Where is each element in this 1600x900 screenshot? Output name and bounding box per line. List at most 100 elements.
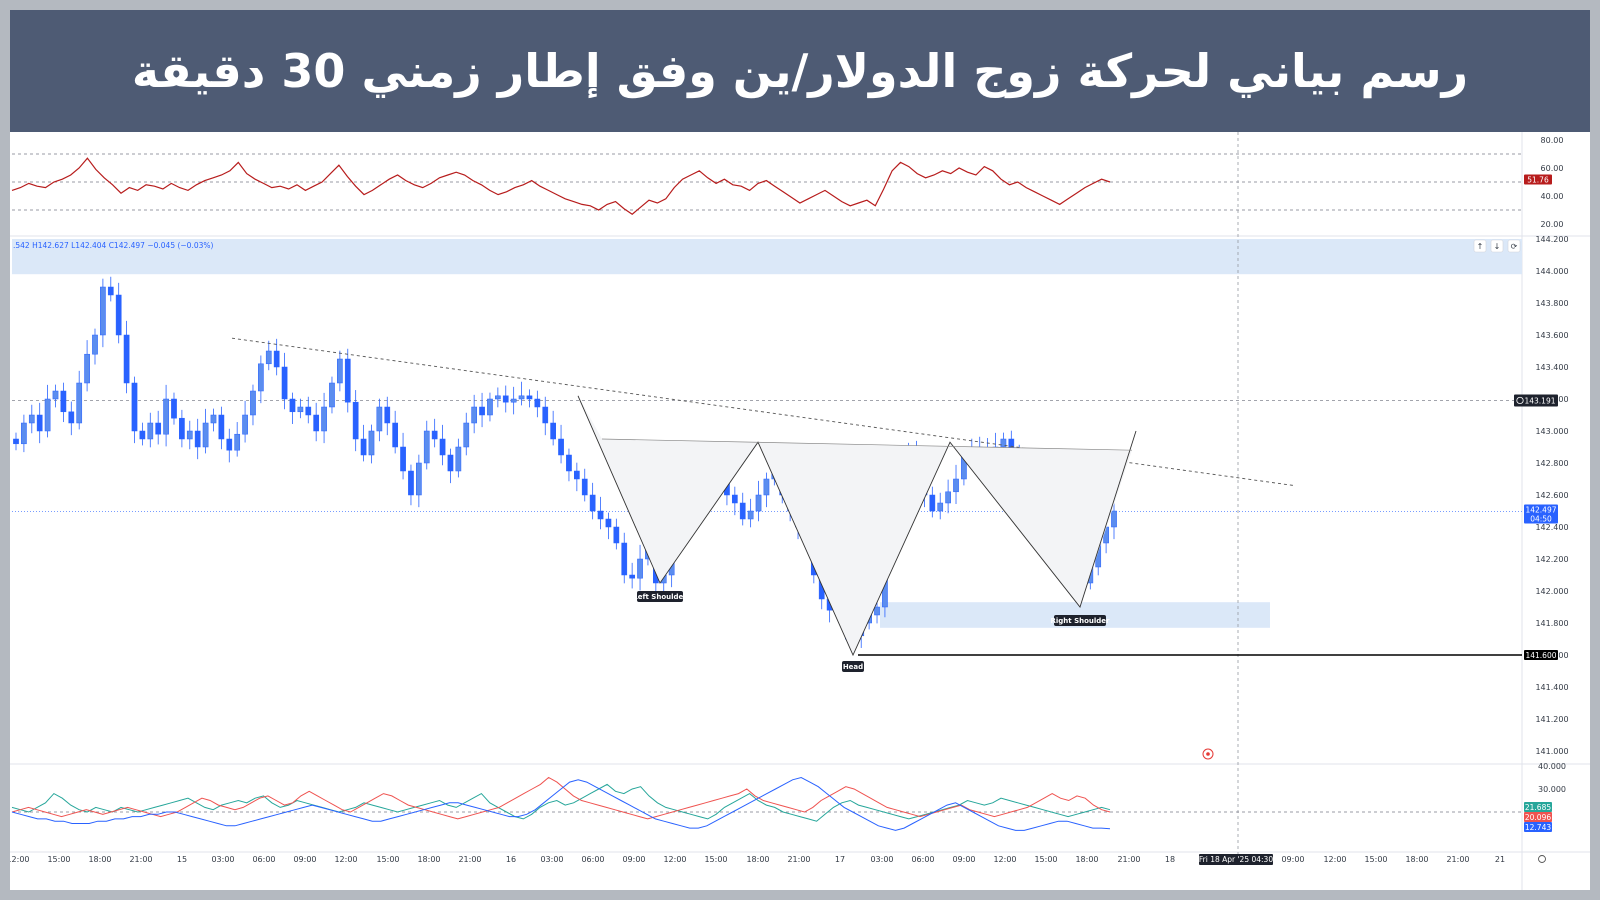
candle[interactable] — [384, 396, 391, 436]
candle[interactable] — [36, 402, 43, 444]
candle[interactable] — [155, 410, 162, 445]
candle[interactable] — [28, 404, 35, 434]
time-tick-label: 18:00 — [88, 855, 111, 864]
candle[interactable] — [597, 496, 604, 530]
candle[interactable] — [76, 370, 83, 430]
chart-canvas[interactable]: 80.00 60.00 40.00 20.00 51.76 .542 H142.627 L… — [10, 10, 1590, 890]
candle[interactable] — [439, 424, 446, 466]
candle[interactable] — [202, 408, 209, 454]
candle[interactable] — [273, 338, 280, 376]
candle[interactable] — [455, 438, 462, 478]
candle[interactable] — [163, 384, 169, 447]
candle[interactable] — [139, 422, 146, 446]
candle[interactable] — [502, 385, 509, 413]
candle[interactable] — [84, 340, 90, 392]
candle[interactable] — [344, 348, 351, 413]
candle[interactable] — [131, 376, 138, 444]
candle[interactable] — [13, 432, 19, 451]
candle[interactable] — [408, 464, 414, 506]
candle[interactable] — [581, 468, 588, 502]
alert-marker-icon[interactable] — [1202, 748, 1214, 760]
candle[interactable] — [210, 408, 217, 432]
candle[interactable] — [629, 562, 635, 589]
candle[interactable] — [234, 422, 241, 457]
candle[interactable] — [621, 532, 628, 584]
candle[interactable] — [226, 428, 233, 463]
down-arrow-button[interactable] — [1490, 239, 1504, 253]
candle[interactable] — [107, 276, 114, 302]
candle[interactable] — [368, 424, 375, 464]
candle[interactable] — [573, 462, 580, 492]
candle[interactable] — [479, 392, 485, 428]
candle[interactable] — [447, 448, 454, 484]
candle[interactable] — [747, 498, 754, 528]
candle[interactable] — [929, 486, 936, 518]
candle[interactable] — [68, 401, 75, 436]
candle[interactable] — [250, 384, 256, 426]
candle[interactable] — [431, 418, 438, 448]
candle[interactable] — [739, 492, 746, 526]
candle[interactable] — [321, 392, 327, 444]
candle[interactable] — [487, 392, 493, 422]
candle[interactable] — [542, 396, 549, 436]
candle[interactable] — [953, 464, 959, 504]
candle[interactable] — [21, 414, 27, 453]
candle[interactable] — [179, 409, 185, 448]
panel-toolbar[interactable]: ↑ ↓ ⟳ — [1473, 239, 1521, 253]
candle[interactable] — [613, 518, 620, 550]
candle[interactable] — [637, 544, 643, 591]
candle[interactable] — [329, 376, 335, 414]
candle[interactable] — [463, 412, 470, 456]
candle[interactable] — [60, 382, 67, 423]
candle[interactable] — [313, 402, 320, 442]
up-arrow-button[interactable] — [1473, 239, 1487, 253]
candle[interactable] — [194, 418, 201, 460]
candle[interactable] — [731, 486, 738, 516]
candle[interactable] — [423, 420, 430, 470]
candle[interactable] — [589, 482, 596, 520]
candle[interactable] — [416, 454, 422, 508]
candle[interactable] — [518, 381, 525, 406]
candle[interactable] — [44, 384, 51, 438]
candle[interactable] — [218, 406, 225, 450]
candle[interactable] — [763, 472, 770, 508]
candle[interactable] — [171, 392, 177, 425]
candle[interactable] — [52, 384, 59, 408]
candle[interactable] — [558, 424, 564, 464]
candle[interactable] — [115, 282, 122, 344]
candle-body — [747, 510, 754, 520]
candle[interactable] — [400, 432, 406, 480]
candle[interactable] — [92, 328, 98, 365]
candle[interactable] — [281, 352, 288, 410]
candle[interactable] — [526, 389, 533, 408]
candle[interactable] — [242, 400, 248, 443]
candle[interactable] — [100, 278, 106, 348]
candle[interactable] — [147, 412, 154, 448]
time-axis[interactable]: 12:00 15:00 18:00 21:00 15 03:00 06:00 09:00 12:… — [10, 854, 1546, 865]
candle[interactable] — [945, 479, 951, 514]
gear-icon[interactable] — [1538, 855, 1546, 863]
candle[interactable] — [305, 396, 312, 424]
candle[interactable] — [265, 340, 272, 371]
candle[interactable] — [534, 390, 541, 418]
candle[interactable] — [289, 392, 296, 424]
candle[interactable] — [755, 480, 762, 522]
candle[interactable] — [550, 410, 557, 446]
candle[interactable] — [392, 410, 399, 454]
candle[interactable] — [495, 387, 501, 408]
candle[interactable] — [123, 320, 130, 394]
candle[interactable] — [510, 386, 517, 415]
candle[interactable] — [258, 355, 264, 404]
candle[interactable] — [471, 394, 478, 434]
candle[interactable] — [566, 448, 572, 482]
candle[interactable] — [352, 390, 359, 452]
candle[interactable] — [937, 492, 944, 520]
candle[interactable] — [605, 512, 612, 540]
plus-circle-icon[interactable] — [1516, 396, 1524, 405]
candle[interactable] — [297, 398, 304, 419]
refresh-button[interactable] — [1507, 239, 1521, 253]
candle[interactable] — [186, 420, 193, 450]
candle[interactable] — [337, 350, 343, 392]
candle[interactable] — [360, 424, 367, 462]
candle[interactable] — [376, 398, 383, 442]
